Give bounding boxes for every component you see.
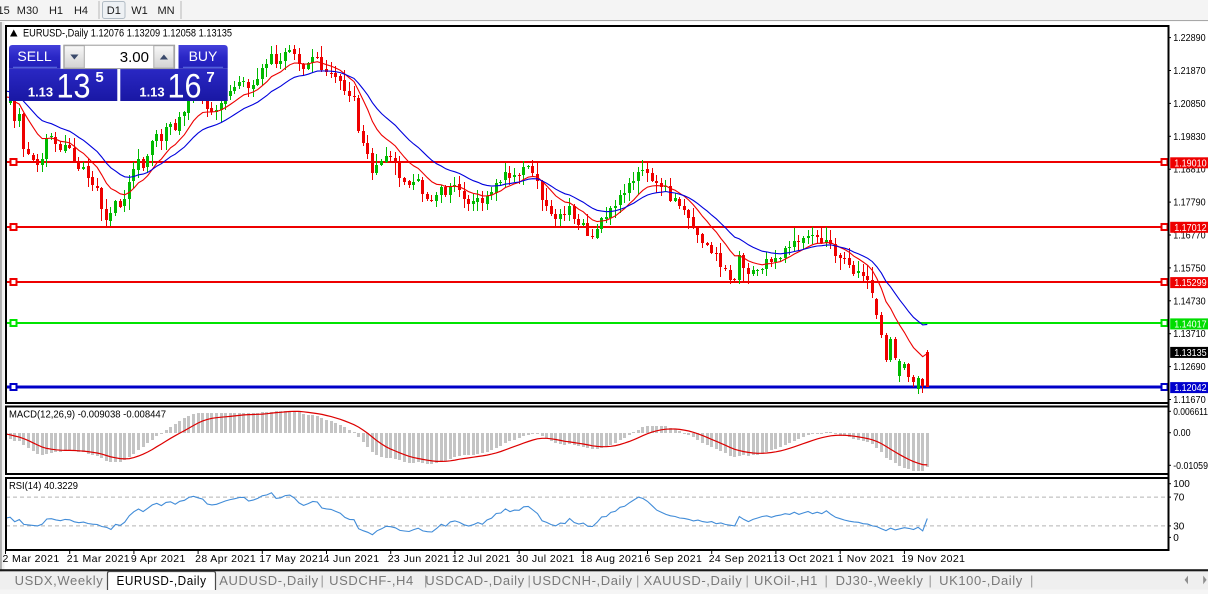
svg-text:30: 30 xyxy=(1173,521,1185,532)
svg-text:1.17790: 1.17790 xyxy=(1173,198,1206,209)
svg-text:|: | xyxy=(746,573,750,588)
svg-text:30 Jul 2021: 30 Jul 2021 xyxy=(516,553,575,565)
svg-text:H1: H1 xyxy=(49,5,63,17)
svg-text:1.11670: 1.11670 xyxy=(1173,395,1206,406)
svg-text:1.20850: 1.20850 xyxy=(1173,99,1206,110)
svg-text:1.13: 1.13 xyxy=(28,85,53,100)
svg-text:1 Nov 2021: 1 Nov 2021 xyxy=(837,553,895,565)
svg-text:1.19830: 1.19830 xyxy=(1173,132,1206,143)
svg-text:|: | xyxy=(424,573,428,588)
svg-text:XAUUSD-,Daily: XAUUSD-,Daily xyxy=(644,573,743,588)
svg-text:1.22890: 1.22890 xyxy=(1173,33,1206,44)
svg-text:2 Mar 2021: 2 Mar 2021 xyxy=(3,553,60,565)
svg-text:BUY: BUY xyxy=(189,48,218,64)
svg-text:MACD(12,26,9) -0.009038 -0.008: MACD(12,26,9) -0.009038 -0.008447 xyxy=(9,409,166,421)
svg-text:1.21870: 1.21870 xyxy=(1173,66,1206,77)
svg-text:19 Nov 2021: 19 Nov 2021 xyxy=(901,553,965,565)
svg-text:USDCAD-,Daily: USDCAD-,Daily xyxy=(425,573,525,588)
svg-text:1.16770: 1.16770 xyxy=(1173,231,1206,242)
svg-text:RSI(14) 40.3229: RSI(14) 40.3229 xyxy=(9,480,78,492)
svg-text:6 Sep 2021: 6 Sep 2021 xyxy=(645,553,703,565)
svg-text:1.15750: 1.15750 xyxy=(1173,263,1206,274)
svg-text:9 Apr 2021: 9 Apr 2021 xyxy=(131,553,186,565)
svg-text:1.12690: 1.12690 xyxy=(1173,362,1206,373)
svg-text:1.13710: 1.13710 xyxy=(1173,329,1206,340)
svg-text:AUDUSD-,Daily: AUDUSD-,Daily xyxy=(219,573,319,588)
svg-text:1.12042: 1.12042 xyxy=(1174,383,1207,394)
svg-text:1.18810: 1.18810 xyxy=(1173,165,1206,176)
svg-text:13: 13 xyxy=(57,68,91,106)
svg-text:4 Jun 2021: 4 Jun 2021 xyxy=(324,553,380,565)
svg-text:DJ30-,Weekly: DJ30-,Weekly xyxy=(836,573,924,588)
svg-text:UK100-,Daily: UK100-,Daily xyxy=(939,573,1023,588)
svg-text:1.14017: 1.14017 xyxy=(1174,320,1207,331)
svg-text:MN: MN xyxy=(157,5,174,17)
svg-text:D1: D1 xyxy=(107,5,121,17)
svg-text:-0.01059: -0.01059 xyxy=(1173,461,1208,472)
svg-text:1.13135: 1.13135 xyxy=(1174,348,1207,359)
svg-text:|: | xyxy=(528,573,532,588)
svg-text:M30: M30 xyxy=(17,5,38,17)
svg-text:USDX,Weekly: USDX,Weekly xyxy=(15,573,104,588)
svg-text:|: | xyxy=(636,573,640,588)
svg-text:UKOil-,H1: UKOil-,H1 xyxy=(754,573,818,588)
svg-text:5: 5 xyxy=(95,69,103,86)
svg-text:M15: M15 xyxy=(0,5,10,17)
svg-text:18 Aug 2021: 18 Aug 2021 xyxy=(580,553,643,565)
svg-text:1.19010: 1.19010 xyxy=(1174,158,1207,169)
svg-text:100: 100 xyxy=(1173,479,1190,490)
svg-text:|: | xyxy=(929,573,933,588)
svg-text:0.006611: 0.006611 xyxy=(1173,407,1208,418)
svg-text:USDCHF-,H4: USDCHF-,H4 xyxy=(329,573,414,588)
svg-text:23 Jun 2021: 23 Jun 2021 xyxy=(388,553,450,565)
svg-text:EURUSD-,Daily 1.12076 1.13209: EURUSD-,Daily 1.12076 1.13209 1.12058 1.… xyxy=(23,28,232,40)
svg-text:1.15299: 1.15299 xyxy=(1174,278,1207,289)
svg-text:28 Apr 2021: 28 Apr 2021 xyxy=(195,553,256,565)
svg-text:W1: W1 xyxy=(131,5,148,17)
svg-text:0: 0 xyxy=(1173,533,1179,544)
svg-text:0.00: 0.00 xyxy=(1173,428,1191,439)
svg-text:EURUSD-,Daily: EURUSD-,Daily xyxy=(117,573,207,588)
svg-text:|: | xyxy=(825,573,829,588)
svg-text:|: | xyxy=(1030,573,1034,588)
svg-text:12 Jul 2021: 12 Jul 2021 xyxy=(452,553,511,565)
svg-text:SELL: SELL xyxy=(17,48,51,64)
svg-text:1.13: 1.13 xyxy=(139,85,164,100)
svg-text:21 Mar 2021: 21 Mar 2021 xyxy=(67,553,130,565)
svg-text:70: 70 xyxy=(1173,493,1185,504)
svg-text:1.14730: 1.14730 xyxy=(1173,296,1206,307)
svg-text:1.17012: 1.17012 xyxy=(1174,223,1207,234)
svg-text:24 Sep 2021: 24 Sep 2021 xyxy=(709,553,773,565)
svg-text:|: | xyxy=(321,573,325,588)
svg-text:USDCNH-,Daily: USDCNH-,Daily xyxy=(532,573,632,588)
svg-text:17 May 2021: 17 May 2021 xyxy=(259,553,324,565)
svg-text:13 Oct 2021: 13 Oct 2021 xyxy=(773,553,835,565)
svg-text:7: 7 xyxy=(206,69,214,86)
svg-text:3.00: 3.00 xyxy=(120,49,149,66)
svg-text:16: 16 xyxy=(168,68,202,106)
svg-text:H4: H4 xyxy=(74,5,88,17)
